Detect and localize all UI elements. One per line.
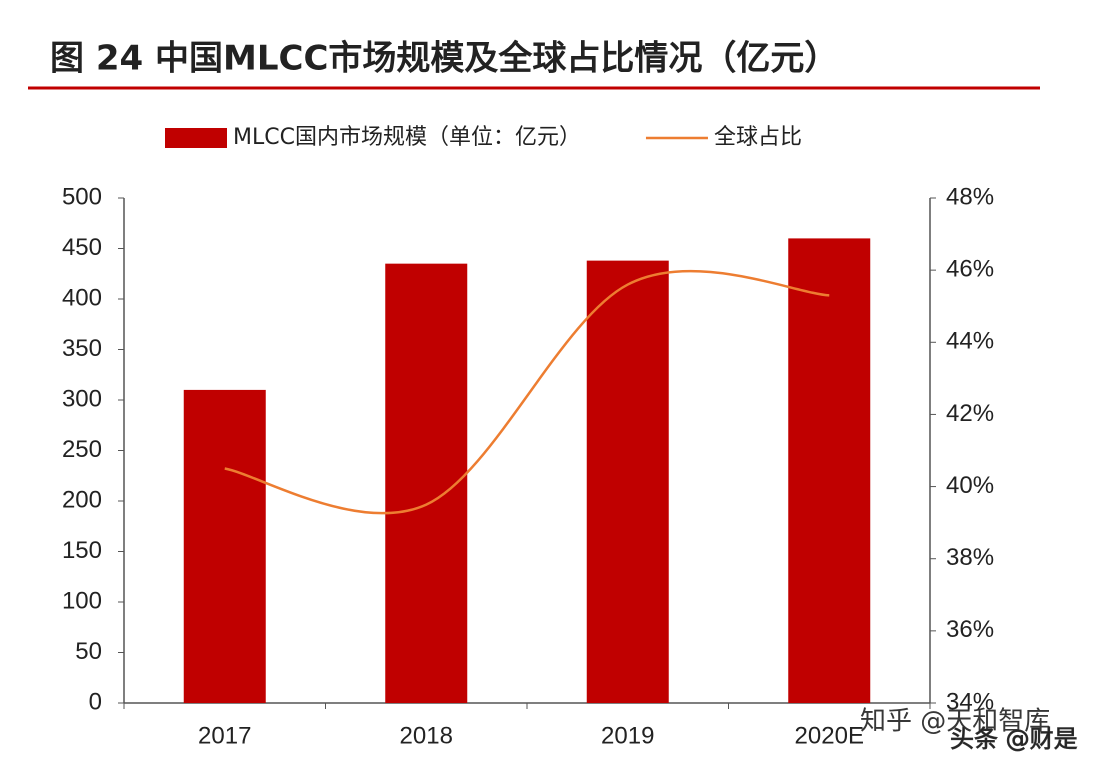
watermark: 头条 @财是 [950,725,1078,753]
y-tick-label: 50 [75,638,102,665]
y2-tick-label: 38% [946,544,994,571]
bar [183,389,266,703]
y-tick-label: 500 [62,183,102,210]
x-tick-label: 2019 [601,722,654,749]
y-tick-label: 0 [89,688,102,715]
y-tick-label: 150 [62,537,102,564]
y-tick-label: 300 [62,385,102,412]
y-tick-label: 450 [62,234,102,261]
bar [385,263,468,703]
x-tick-label: 2020E [795,722,864,749]
chart-title: 图 24 中国MLCC市场规模及全球占比情况（亿元） [50,39,838,79]
y-tick-label: 200 [62,486,102,513]
x-tick-label: 2018 [400,722,453,749]
watermark: 知乎 @天和智库 [860,707,1050,737]
legend-label: 全球占比 [714,125,802,150]
y-tick-label: 400 [62,284,102,311]
x-tick-label: 2017 [198,722,251,749]
y-tick-label: 350 [62,335,102,362]
line [224,269,830,515]
legend-label: MLCC国内市场规模（单位：亿元） [233,125,581,150]
y-tick-label: 250 [62,436,102,463]
y2-tick-label: 42% [946,400,994,427]
y2-tick-label: 36% [946,616,994,643]
bar [788,238,871,703]
y-tick-label: 100 [62,587,102,614]
bar [586,260,669,703]
y2-tick-label: 34% [946,688,994,715]
y2-tick-label: 40% [946,472,994,499]
legend-swatch [165,128,227,148]
y2-tick-label: 46% [946,255,994,282]
y2-tick-label: 44% [946,328,994,355]
y2-tick-label: 48% [946,183,994,210]
